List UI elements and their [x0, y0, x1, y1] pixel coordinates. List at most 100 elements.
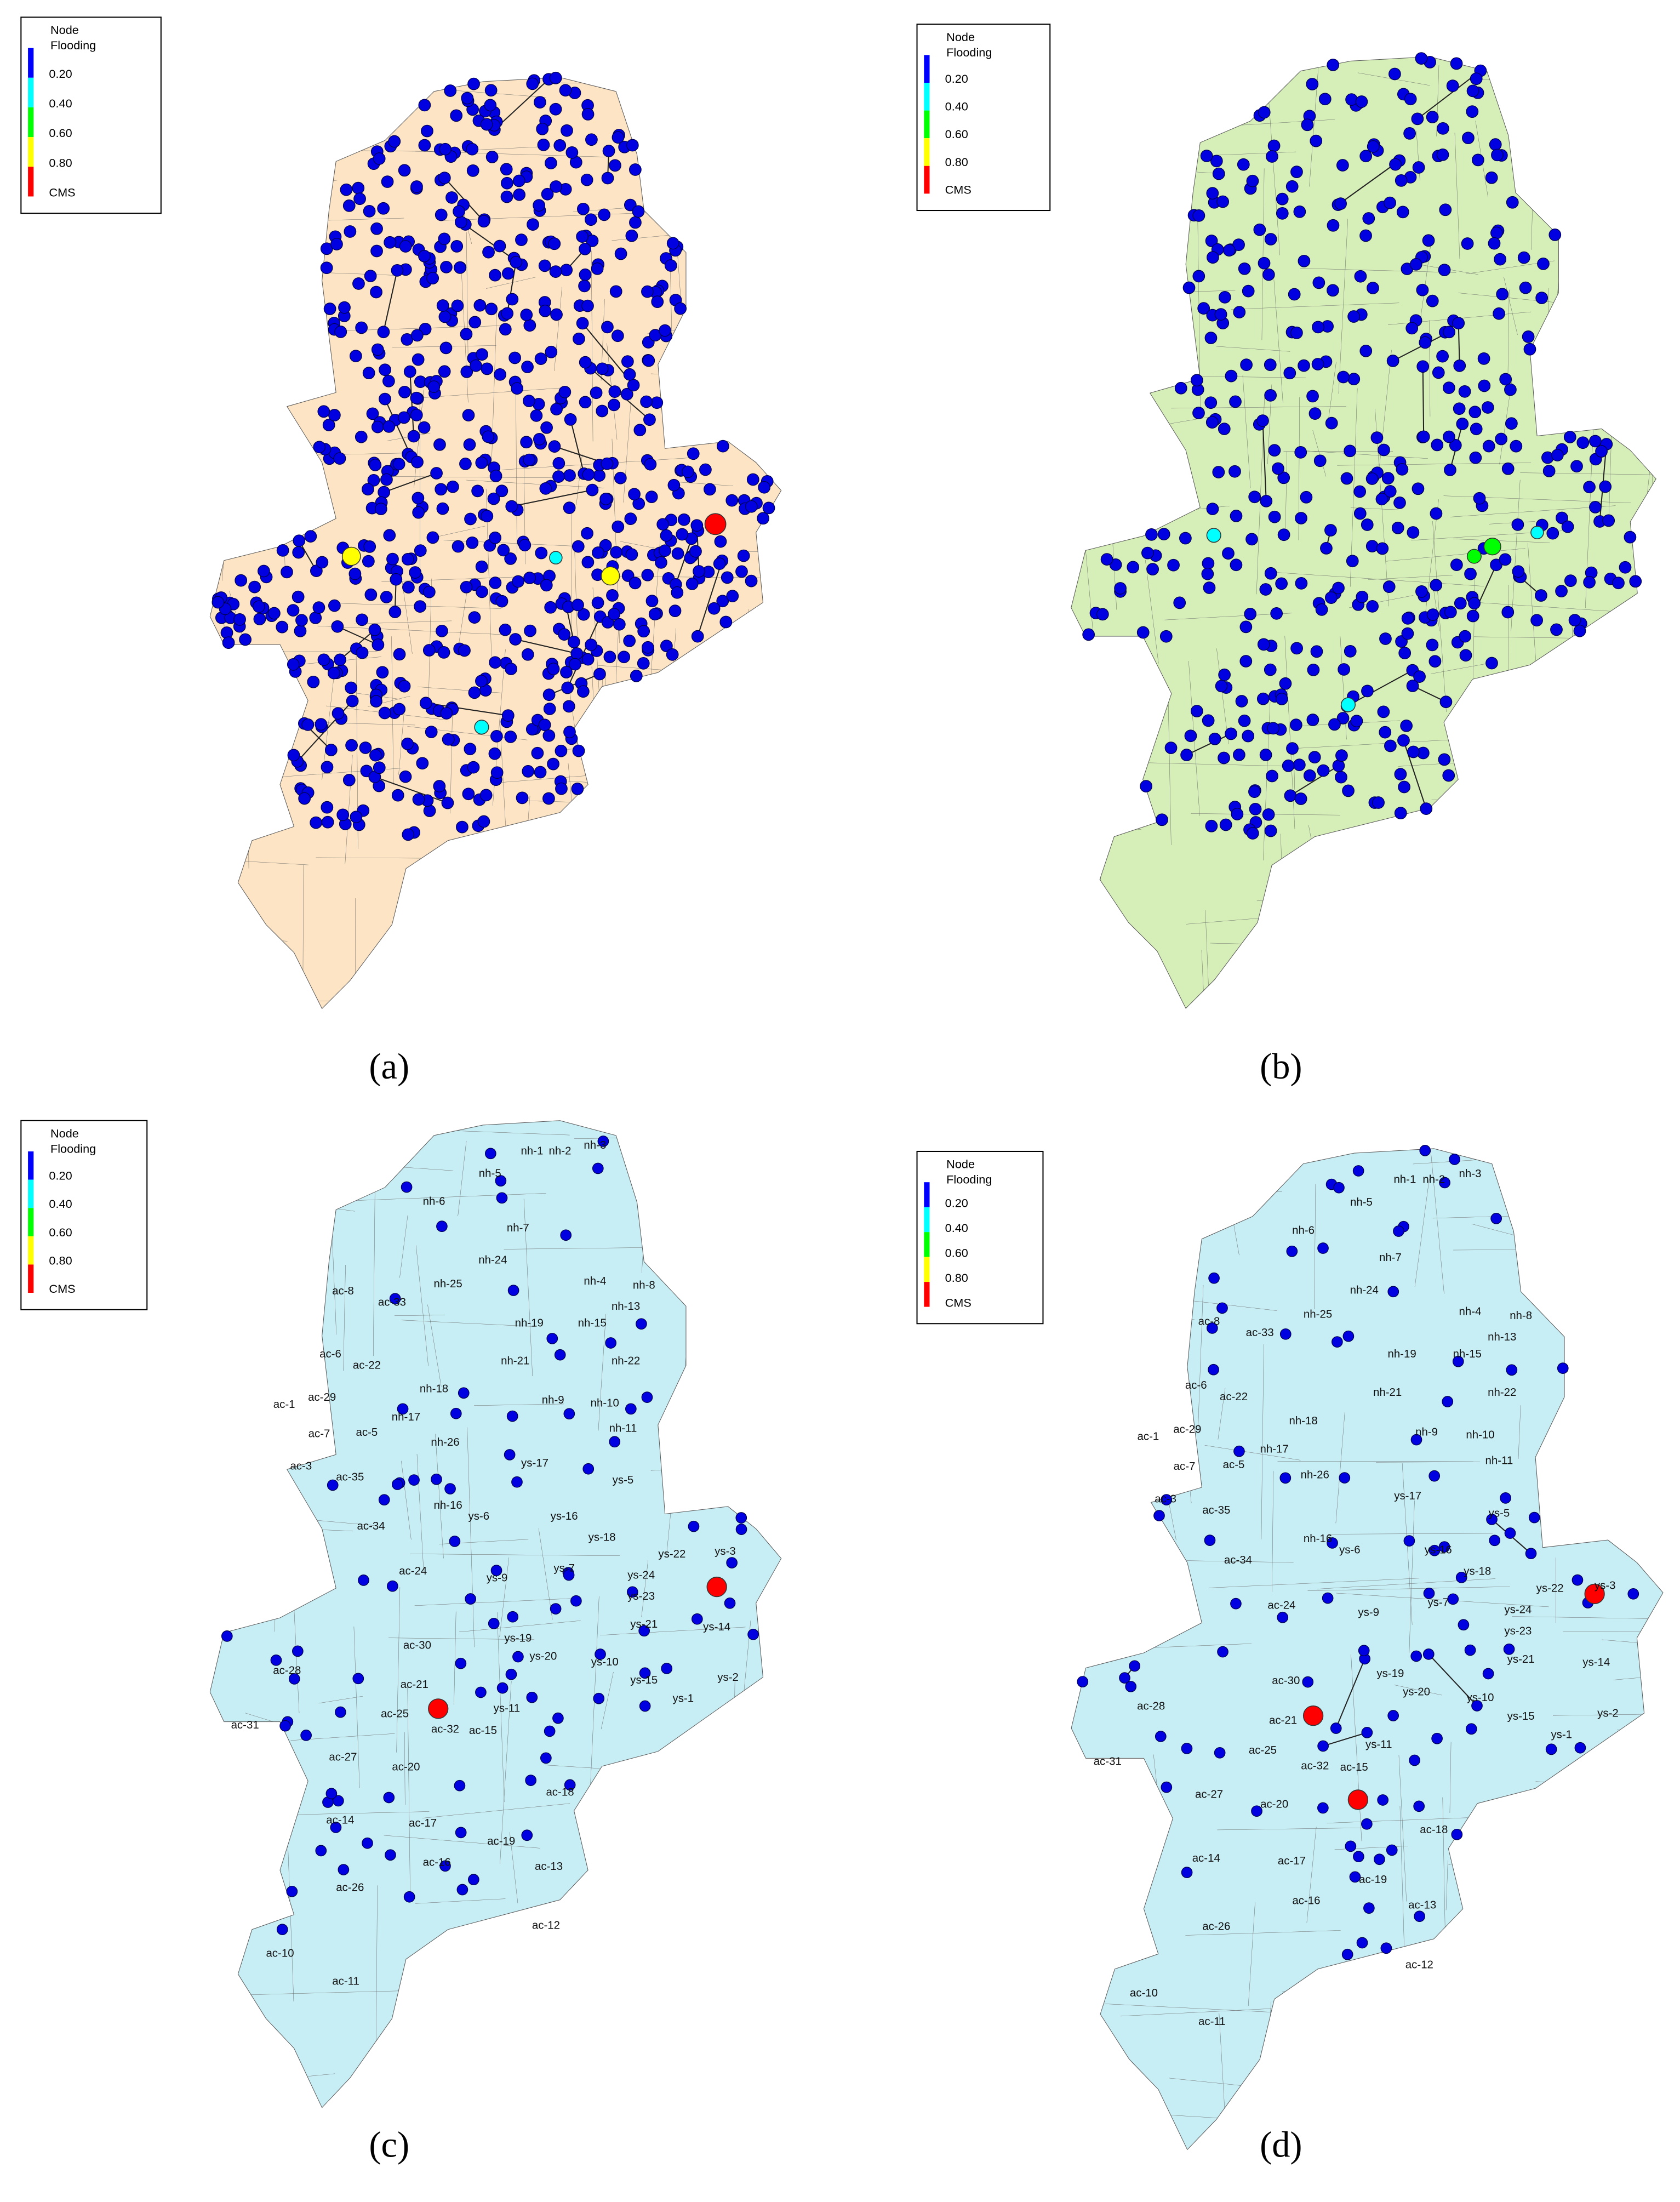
- zone-label: ac-32: [431, 1723, 459, 1736]
- node: [539, 304, 552, 317]
- node: [310, 564, 323, 578]
- node: [403, 1891, 415, 1903]
- node: [531, 746, 544, 760]
- node: [1248, 490, 1261, 504]
- node: [688, 1520, 700, 1532]
- node: [535, 546, 548, 560]
- boundary: [1637, 1183, 1680, 1189]
- node: [253, 613, 266, 625]
- node: [322, 419, 335, 431]
- node: [1359, 229, 1372, 242]
- node: [418, 99, 431, 112]
- node: [333, 452, 346, 465]
- zone-label: nh-9: [542, 1394, 564, 1406]
- node: [570, 647, 584, 660]
- boundary: [1404, 936, 1613, 942]
- node: [666, 237, 679, 250]
- node: [630, 669, 643, 682]
- boundary: [1472, 78, 1607, 80]
- node: [422, 585, 436, 598]
- boundary: [642, 1560, 648, 1617]
- panel-label: (d): [1260, 2125, 1302, 2165]
- zone-label: nh-18: [420, 1383, 448, 1395]
- boundary: [1590, 1944, 1597, 2163]
- node: [506, 1410, 518, 1422]
- node: [1308, 751, 1321, 764]
- node: [1229, 395, 1242, 408]
- node: [1430, 507, 1443, 520]
- node: [1266, 769, 1278, 783]
- boundary: [1300, 269, 1456, 273]
- node: [693, 565, 705, 578]
- boundary: [458, 1942, 504, 1947]
- boundary: [225, 787, 236, 951]
- node: [495, 1175, 507, 1186]
- node: [313, 441, 326, 454]
- node: [401, 553, 414, 566]
- node: [1119, 1672, 1130, 1684]
- node: [451, 299, 464, 312]
- node: [310, 816, 323, 829]
- boundary: [739, 901, 751, 1092]
- zone-label: nh-6: [423, 1195, 445, 1207]
- node: [1208, 1364, 1219, 1376]
- boundary: [251, 1456, 256, 1562]
- zone-label: ac-22: [1220, 1390, 1248, 1403]
- node: [1428, 1544, 1441, 1556]
- node: [1453, 402, 1466, 415]
- legend-swatch: [924, 83, 930, 111]
- node: [745, 574, 758, 587]
- node: [1426, 638, 1439, 652]
- node: [1182, 281, 1196, 294]
- zone-label: ac-11: [332, 1975, 359, 1988]
- boundary: [1134, 1007, 1138, 1186]
- node: [1367, 140, 1380, 153]
- node: [1370, 431, 1384, 444]
- node: [1396, 463, 1409, 476]
- node: [414, 544, 427, 557]
- zone-label: ys-18: [1464, 1565, 1491, 1578]
- node: [384, 236, 396, 249]
- conduit: [697, 560, 723, 637]
- node: [1315, 603, 1328, 616]
- node: [1257, 638, 1270, 651]
- zone-label: ac-28: [1137, 1700, 1165, 1713]
- boundary: [616, 814, 678, 817]
- node: [1181, 1743, 1193, 1754]
- boundary: [1602, 1640, 1680, 1652]
- boundary: [319, 1696, 363, 1703]
- node: [570, 1595, 582, 1607]
- node: [625, 229, 638, 242]
- boundary: [1100, 937, 1106, 1075]
- node: [641, 1391, 653, 1403]
- zone-label: ac-21: [1269, 1714, 1297, 1727]
- node: [1264, 663, 1277, 676]
- node: [468, 316, 482, 329]
- node: [1077, 1676, 1089, 1687]
- node: [1473, 492, 1486, 505]
- node: [362, 483, 374, 496]
- node: [1276, 192, 1289, 206]
- node: [1179, 532, 1192, 545]
- zone-label: ys-11: [494, 1702, 520, 1714]
- zone-label: ac-26: [1202, 1920, 1230, 1932]
- node: [1330, 1722, 1342, 1734]
- boundary: [415, 1598, 581, 1606]
- boundary: [210, 935, 287, 942]
- node: [430, 467, 443, 480]
- node: [573, 332, 585, 345]
- node: [507, 1611, 519, 1623]
- boundary: [1130, 755, 1133, 802]
- zone-label: nh-16: [1304, 1532, 1332, 1545]
- legend-swatch: [924, 110, 930, 139]
- node: [366, 407, 379, 420]
- zone-label: nh-25: [433, 1277, 462, 1290]
- node: [1477, 352, 1490, 365]
- node: [418, 139, 431, 152]
- boundary: [1467, 2041, 1477, 2202]
- node: [298, 792, 311, 805]
- node: [1286, 742, 1299, 755]
- node: [410, 180, 423, 193]
- node: [391, 264, 404, 277]
- node: [1420, 802, 1433, 815]
